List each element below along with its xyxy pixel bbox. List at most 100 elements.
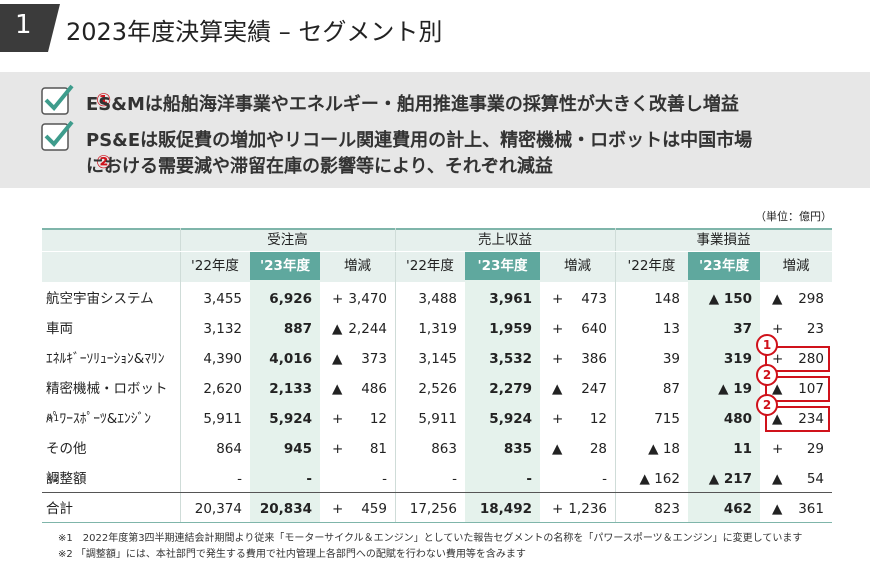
highlight-column <box>688 280 760 522</box>
column-header: 増減 <box>782 258 810 274</box>
cell: 148 <box>654 291 680 307</box>
cell-sign: ▲ <box>772 411 783 427</box>
divider <box>615 228 616 522</box>
cell-amount: 386 <box>581 351 607 367</box>
cell-sign: + <box>332 501 344 517</box>
cell: ▲ 162 <box>639 471 680 487</box>
cell-amount: 247 <box>581 381 607 397</box>
callout-box <box>765 346 830 372</box>
column-header: 増減 <box>344 258 371 274</box>
highlight-text: における需要減や滞留在庫の影響等により、それぞれ減益 <box>86 156 553 177</box>
cell: ▲ 18 <box>648 441 680 457</box>
row-label-text: 航空宇宙システム <box>46 291 154 307</box>
cell: 3,488 <box>418 291 457 307</box>
cell-sign: ▲ <box>772 381 783 397</box>
cell-sign: ▲ <box>772 501 783 517</box>
cell: ▲ 19 <box>718 381 752 397</box>
cell: 1,959 <box>489 321 532 337</box>
row-label-text: ｴﾈﾙｷﾞｰｿﾘｭｰｼｮﾝ&ﾏﾘﾝ <box>46 351 165 367</box>
highlight-header <box>465 252 540 280</box>
cell-sign: + <box>552 291 564 307</box>
callout-marker: 1 <box>756 334 778 356</box>
cell-sign: ▲ <box>332 381 343 397</box>
cell-amount: 280 <box>798 351 824 367</box>
group-header: 事業損益 <box>696 232 751 248</box>
cell: 3,145 <box>418 351 457 367</box>
cell: - <box>382 471 387 487</box>
check-icon <box>41 84 74 115</box>
cell: 20,374 <box>194 501 242 517</box>
highlight-box <box>0 72 870 188</box>
cell: 87 <box>662 381 680 397</box>
cell-sign: + <box>552 351 564 367</box>
cell-sign: + <box>552 411 564 427</box>
cell-sign: + <box>332 411 344 427</box>
row-label-text: その他 <box>46 441 87 457</box>
cell-amount: 298 <box>798 291 824 307</box>
divider <box>180 228 181 522</box>
highlight-marker: ① <box>96 90 112 111</box>
cell: 6,926 <box>269 291 312 307</box>
callout-box <box>765 406 830 432</box>
cell: 3,961 <box>489 291 532 307</box>
footnote: ※2 「調整額」には、本社部門で発生する費用で社内管理上各部門への配賦を行わない… <box>58 549 526 560</box>
group-header: 受注高 <box>267 232 308 248</box>
cell: 20,834 <box>259 501 312 517</box>
cell-sign: + <box>552 321 564 337</box>
cell-amount: 23 <box>806 321 824 337</box>
cell-amount: 28 <box>589 441 607 457</box>
row-note: ※2 <box>46 474 60 484</box>
cell: - <box>602 471 607 487</box>
cell-amount: 107 <box>798 381 824 397</box>
cell-sign: + <box>772 321 784 337</box>
cell-amount: 373 <box>361 351 387 367</box>
highlight-column <box>250 280 320 522</box>
highlight-line: ES&Mは船舶海洋事業やエネルギー・舶用推進事業の採算性が大きく改善し増益 ① <box>86 90 739 115</box>
highlight-text: PS&Eは販促費の増加やリコール関連費用の計上、精密機械・ロボットは中国市場 <box>86 130 753 151</box>
callout-marker: 2 <box>756 364 778 386</box>
cell: 5,924 <box>489 411 532 427</box>
cell-amount: 54 <box>806 471 824 487</box>
cell: 863 <box>431 441 457 457</box>
unit: （単位：億円） <box>755 210 832 223</box>
row-label-text: 調整額 <box>46 471 87 487</box>
cell-amount: 3,470 <box>348 291 387 307</box>
cell: 835 <box>503 441 532 457</box>
cell-sign: ▲ <box>552 381 563 397</box>
cell-sign: + <box>772 351 784 367</box>
highlight-marker: ② <box>96 152 112 173</box>
cell-amount: 361 <box>798 501 824 517</box>
cell: 3,455 <box>203 291 242 307</box>
cell: 3,132 <box>203 321 242 337</box>
highlight-line: における需要減や滞留在庫の影響等により、それぞれ減益 ② <box>86 152 553 177</box>
column-header: '23年度 <box>260 258 310 274</box>
cell-sign: ▲ <box>772 291 783 307</box>
cell-amount: 29 <box>806 441 824 457</box>
cell: ▲ 150 <box>708 291 752 307</box>
cell: 39 <box>662 351 680 367</box>
cell-amount: 640 <box>581 321 607 337</box>
cell-amount: 81 <box>369 441 387 457</box>
cell-sign: + <box>332 441 344 457</box>
cell: - <box>452 471 457 487</box>
number-badge <box>0 4 60 52</box>
cell: 319 <box>723 351 752 367</box>
cell: 3,532 <box>489 351 532 367</box>
cell-amount: 473 <box>581 291 607 307</box>
cell: 823 <box>654 501 680 517</box>
cell: 37 <box>733 321 752 337</box>
cell: - <box>237 471 242 487</box>
cell: 4,390 <box>203 351 242 367</box>
cell: 18,492 <box>479 501 532 517</box>
cell: 945 <box>283 441 312 457</box>
row-note: ※1 <box>46 414 60 424</box>
row-label-text: ﾊﾟﾜｰｽﾎﾟｰﾂ&ｴﾝｼﾞﾝ <box>46 411 152 427</box>
cell: 1,319 <box>418 321 457 337</box>
highlight-header <box>250 252 320 280</box>
cell: 2,526 <box>418 381 457 397</box>
cell: 17,256 <box>409 501 457 517</box>
footnote: ※1 2022年度第3四半期連結会計期間より従来「モーターサイクル＆エンジン」と… <box>58 533 803 544</box>
row-label-text: 合計 <box>46 501 73 517</box>
